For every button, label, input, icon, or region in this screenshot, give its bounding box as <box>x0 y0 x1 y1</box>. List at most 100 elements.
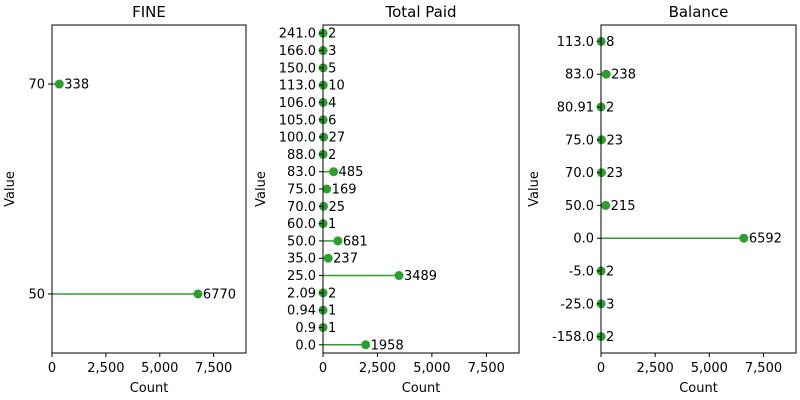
plot-frame <box>51 24 247 354</box>
data-point <box>54 79 64 89</box>
data-point <box>319 201 329 211</box>
data-label: 6770 <box>203 287 236 302</box>
x-tick-label: 2,500 <box>359 361 396 376</box>
data-label: 2 <box>328 148 336 163</box>
data-label: 2 <box>606 330 614 345</box>
y-tick-label: 50 <box>28 287 45 302</box>
y-tick-label: 150.0 <box>279 61 316 76</box>
chart-panel-1: FINE 6770 50 338 70 0 2,500 5,000 7,500 Count Valu… <box>3 3 247 396</box>
x-tick-label: 0 <box>319 361 327 376</box>
data-label: 338 <box>64 78 89 93</box>
y-tick-label: 0.94 <box>287 304 316 319</box>
y-tick-label: 75.0 <box>287 183 316 198</box>
y-axis-label: Value <box>3 171 18 207</box>
plot-frame <box>322 24 520 354</box>
chart-panel-3: Balance 2 -158.0 3 -25.0 2 -5.0 6592 0.0 215 50.0 2… <box>527 3 797 396</box>
data-label: 485 <box>339 165 364 180</box>
data-point <box>361 340 371 350</box>
y-tick-label: 83.0 <box>287 165 316 180</box>
y-tick-label: 75.0 <box>565 133 594 148</box>
y-tick-label: -158.0 <box>552 330 594 345</box>
data-label: 3 <box>328 44 336 59</box>
data-label: 25 <box>329 200 346 215</box>
y-tick-label: 70.0 <box>565 166 594 181</box>
data-label: 215 <box>611 199 636 214</box>
data-point <box>333 236 343 246</box>
y-tick-label: 105.0 <box>279 113 316 128</box>
data-label: 6 <box>328 113 336 128</box>
y-tick-label: 60.0 <box>287 217 316 232</box>
x-axis-label: Count <box>402 381 441 396</box>
data-label: 238 <box>611 68 636 83</box>
data-point <box>319 132 329 142</box>
y-tick-label: 100.0 <box>279 131 316 146</box>
data-label: 681 <box>343 234 368 249</box>
data-label: 1958 <box>371 338 404 353</box>
y-tick-label: 70 <box>28 78 45 93</box>
plot-frame <box>600 24 797 354</box>
y-tick-label: 166.0 <box>279 44 316 59</box>
data-label: 4 <box>328 96 336 111</box>
data-label: 27 <box>329 131 346 146</box>
data-label: 3489 <box>404 269 437 284</box>
y-tick-label: 88.0 <box>287 148 316 163</box>
y-tick-label: 0.9 <box>295 321 316 336</box>
y-tick-label: 106.0 <box>279 96 316 111</box>
y-tick-label: 241.0 <box>279 27 316 42</box>
y-tick-label: -5.0 <box>569 265 594 280</box>
x-axis-label: Count <box>679 381 718 396</box>
x-tick-label: 5,000 <box>413 361 450 376</box>
x-tick-label: 7,500 <box>468 361 505 376</box>
x-tick-label: 0 <box>48 361 56 376</box>
y-tick-label: 35.0 <box>287 252 316 267</box>
data-label: 2 <box>328 286 336 301</box>
data-point <box>394 271 404 281</box>
y-tick-label: 50.0 <box>287 234 316 249</box>
panel-title: Balance <box>669 3 729 21</box>
y-tick-label: 2.09 <box>287 286 316 301</box>
data-label: 23 <box>606 133 623 148</box>
x-tick-label: 7,500 <box>745 361 782 376</box>
data-point <box>323 253 333 263</box>
data-label: 237 <box>333 252 358 267</box>
x-tick-label: 0 <box>597 361 605 376</box>
panel-title: Total Paid <box>384 3 456 21</box>
data-label: 2 <box>328 27 336 42</box>
x-tick-label: 7,500 <box>195 361 232 376</box>
data-label: 1 <box>328 321 336 336</box>
y-axis-label: Value <box>254 171 269 207</box>
data-label: 8 <box>606 35 614 50</box>
panel-title: FINE <box>132 3 166 21</box>
data-label: 3 <box>606 297 614 312</box>
data-label: 1 <box>328 304 336 319</box>
data-point <box>601 200 611 210</box>
y-tick-label: 80.91 <box>557 101 594 116</box>
x-tick-label: 5,000 <box>691 361 728 376</box>
data-point <box>329 167 339 177</box>
y-tick-label: 0.0 <box>295 338 316 353</box>
data-label: 1 <box>328 217 336 232</box>
y-tick-label: 50.0 <box>565 199 594 214</box>
y-tick-label: -25.0 <box>560 297 594 312</box>
data-label: 169 <box>332 183 357 198</box>
y-tick-label: 70.0 <box>287 200 316 215</box>
y-tick-label: 25.0 <box>287 269 316 284</box>
y-tick-label: 83.0 <box>565 68 594 83</box>
x-tick-label: 2,500 <box>637 361 674 376</box>
x-tick-label: 2,500 <box>87 361 124 376</box>
y-tick-label: 113.0 <box>557 35 594 50</box>
data-point <box>322 184 332 194</box>
y-tick-label: 0.0 <box>573 232 594 247</box>
y-axis-label: Value <box>527 171 542 207</box>
data-label: 10 <box>328 79 345 94</box>
data-label: 23 <box>606 166 623 181</box>
data-label: 2 <box>606 265 614 280</box>
data-point <box>193 289 203 299</box>
data-label: 2 <box>606 101 614 116</box>
x-axis-label: Count <box>130 381 169 396</box>
chart-panel-2: Total Paid 1958 0.0 1 0.9 1 0.94 2 2.09 3489 25.0 2… <box>254 3 520 396</box>
x-tick-label: 5,000 <box>141 361 178 376</box>
data-point <box>739 233 749 243</box>
data-point <box>601 69 611 79</box>
